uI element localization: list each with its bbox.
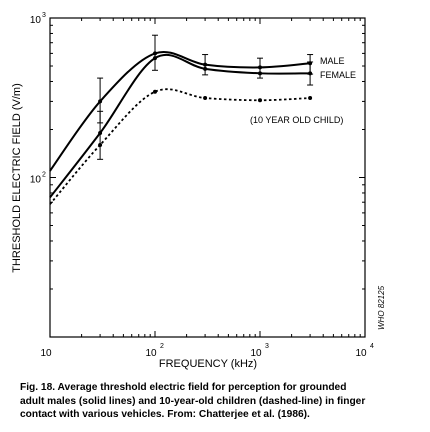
- x-tick-label-exponent: 3: [265, 343, 269, 350]
- data-point: [203, 66, 208, 71]
- figure-caption: Fig. 18. Average threshold electric fiel…: [20, 381, 422, 422]
- x-tick-label-base: 10: [355, 348, 367, 359]
- x-tick-label: 103: [250, 343, 269, 359]
- data-point: [308, 96, 313, 101]
- data-point: [98, 131, 103, 136]
- x-tick-label-exponent: 2: [160, 343, 164, 350]
- data-point: [258, 98, 262, 103]
- series-line: [49, 51, 311, 172]
- caption-line-1: Fig. 18. Average threshold electric fiel…: [20, 382, 347, 393]
- axis-ticks: [50, 18, 365, 337]
- data-point: [153, 51, 157, 56]
- x-tick-label: 104: [355, 343, 374, 359]
- series-label: MALE: [320, 56, 345, 66]
- series-label: (10 YEAR OLD CHILD): [250, 115, 343, 125]
- y-tick-label: 10 2: [30, 172, 46, 186]
- series-2: [49, 88, 313, 205]
- x-tick-label-base: 10: [145, 348, 157, 359]
- caption-line-2: adult males (solid lines) and 10-year-ol…: [20, 395, 366, 407]
- series-1: [49, 53, 314, 199]
- series-0: [49, 34, 314, 172]
- data-point: [98, 142, 103, 147]
- series-line: [49, 88, 311, 205]
- side-note: WHO 82125: [377, 285, 386, 330]
- series-label: FEMALE: [320, 70, 356, 80]
- data-point: [153, 56, 157, 61]
- x-tick-label-base: 10: [250, 348, 262, 359]
- y-tick-label-exponent: 3: [42, 12, 46, 19]
- data-point: [258, 65, 262, 70]
- x-tick-label: 10: [40, 348, 52, 359]
- data-point: [98, 99, 103, 104]
- y-axis-label: THRESHOLD ELECTRIC FIELD (V/m): [11, 83, 23, 272]
- data-point: [203, 62, 208, 67]
- y-tick-label: 10 3: [30, 12, 46, 26]
- data-point: [258, 71, 262, 76]
- data-point: [308, 71, 313, 76]
- series-layer: MALE FEMALE (10 YEAR OLD CHILD): [49, 34, 356, 205]
- y-tick-label-base: 10: [30, 175, 42, 186]
- y-tick-label-exponent: 2: [42, 172, 46, 179]
- data-point: [153, 89, 157, 94]
- series-line: [49, 53, 311, 199]
- y-tick-label-base: 10: [30, 15, 42, 26]
- x-tick-label-base: 10: [40, 348, 52, 359]
- data-point: [203, 96, 208, 101]
- caption-line-3: contact with various vehicles. From: Cha…: [20, 409, 310, 421]
- x-tick-label-exponent: 4: [370, 343, 374, 350]
- x-tick-label: 102: [145, 343, 164, 359]
- x-axis-label: FREQUENCY (kHz): [159, 358, 257, 370]
